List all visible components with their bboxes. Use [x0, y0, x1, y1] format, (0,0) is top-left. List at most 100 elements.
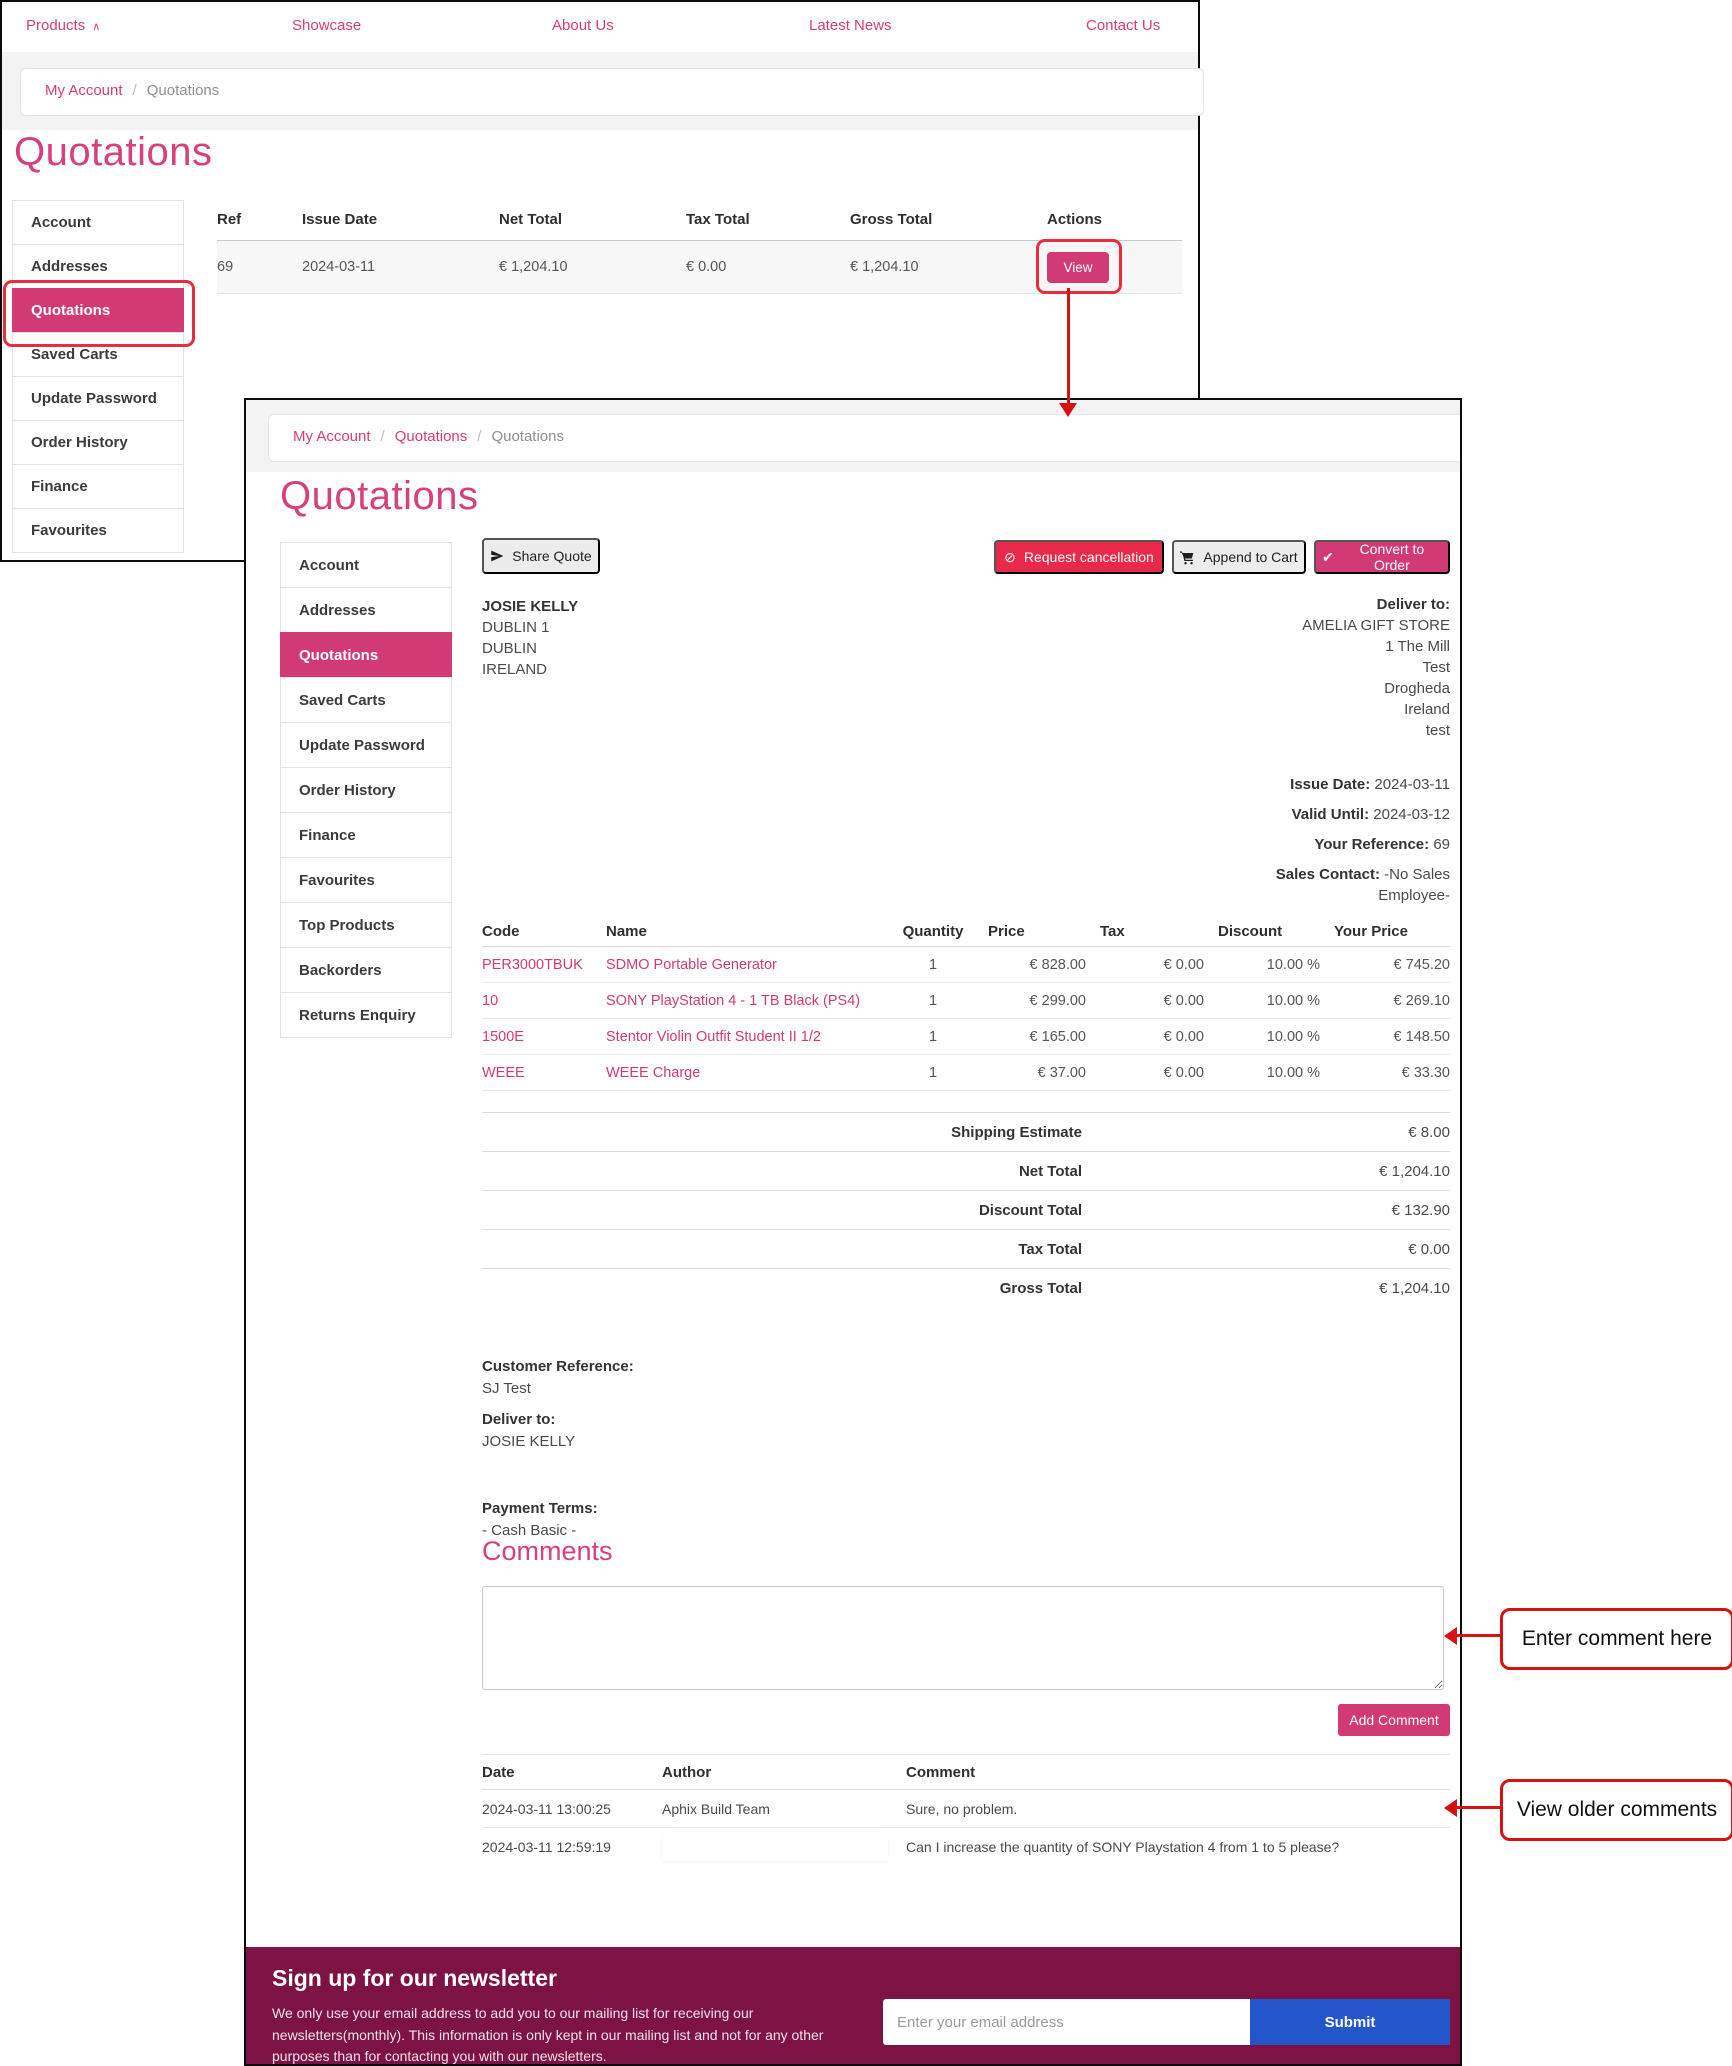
customer-address: JOSIE KELLY DUBLIN 1 DUBLIN IRELAND	[482, 598, 579, 678]
totals-table: Shipping Estimate € 8.00 Net Total € 1,204…	[482, 1112, 1450, 1307]
comment-input[interactable]	[482, 1586, 1444, 1690]
col-issue-date: Issue Date	[302, 210, 378, 228]
issue-date: Issue Date: 2024-03-11	[1290, 776, 1450, 793]
quotations-list-window: Products ∧ Showcase About Us Latest News …	[0, 0, 1204, 562]
col-discount: Discount	[1218, 922, 1283, 940]
total-row-shipping: Shipping Estimate € 8.00	[482, 1112, 1450, 1151]
sidebar-item-saved-carts[interactable]: Saved Carts	[280, 677, 452, 723]
sidebar-item-order-history[interactable]: Order History	[280, 767, 452, 813]
breadcrumb-my-account[interactable]: My Account	[293, 428, 371, 445]
annotation-arrowhead-down	[1059, 403, 1077, 417]
customer-reference-value: SJ Test	[482, 1380, 531, 1397]
breadcrumb-quotations[interactable]: Quotations	[394, 428, 468, 445]
annotation-arrowhead-left	[1444, 1627, 1457, 1645]
total-row-gross: Gross Total € 1,204.10	[482, 1268, 1450, 1307]
sidebar-item-update-password[interactable]: Update Password	[280, 722, 452, 768]
cell-tax-total: € 0.00	[686, 259, 727, 275]
sidebar-item-order-history[interactable]: Order History	[12, 420, 184, 465]
col-code: Code	[482, 922, 520, 940]
comment-row: 2024-03-11 12:59:19 Can I increase the q…	[482, 1828, 1450, 1865]
col-author: Author	[662, 1763, 712, 1781]
sidebar-item-top-products[interactable]: Top Products	[280, 902, 452, 948]
item-row: 1500E Stentor Violin Outfit Student II 1…	[482, 1019, 1450, 1055]
newsletter-submit-button[interactable]: Submit	[1250, 1999, 1450, 2045]
sidebar-item-quotations[interactable]: Quotations	[12, 288, 184, 333]
col-price: Price	[988, 922, 1025, 940]
view-button[interactable]: View	[1047, 251, 1109, 283]
total-row-tax: Tax Total € 0.00	[482, 1229, 1450, 1268]
nav-contact-us[interactable]: Contact Us	[1086, 17, 1161, 34]
annotation-view-older-comments: View older comments	[1500, 1779, 1732, 1841]
sidebar-item-addresses[interactable]: Addresses	[12, 244, 184, 289]
comment-row: 2024-03-11 13:00:25 Aphix Build Team Sur…	[482, 1790, 1450, 1828]
sidebar-item-saved-carts[interactable]: Saved Carts	[12, 332, 184, 377]
item-name-link[interactable]: SONY PlayStation 4 - 1 TB Black (PS4)	[606, 992, 861, 1009]
col-tax: Tax	[1100, 922, 1125, 940]
item-code-link[interactable]: WEEE	[482, 1064, 525, 1081]
sidebar-item-finance[interactable]: Finance	[12, 464, 184, 509]
sales-contact: Sales Contact: -No Sales Employee-	[1275, 866, 1450, 904]
col-gross-total: Gross Total	[850, 210, 933, 228]
item-name-link[interactable]: WEEE Charge	[606, 1064, 701, 1081]
breadcrumb-current: Quotations	[146, 82, 220, 99]
quotation-row: 69 2024-03-11 € 1,204.10 € 0.00 € 1,204.…	[217, 241, 1182, 294]
redacted-author	[662, 1832, 888, 1861]
customer-reference-label: Customer Reference:	[482, 1358, 634, 1375]
breadcrumb-current: Quotations	[491, 428, 564, 445]
item-name-link[interactable]: SDMO Portable Generator	[606, 956, 777, 973]
col-ref: Ref	[217, 210, 242, 228]
item-name-link[interactable]: Stentor Violin Outfit Student II 1/2	[606, 1028, 821, 1045]
sidebar-item-finance[interactable]: Finance	[280, 812, 452, 858]
breadcrumb-my-account[interactable]: My Account	[45, 82, 123, 99]
sidebar-item-addresses[interactable]: Addresses	[280, 587, 452, 633]
cell-issue-date: 2024-03-11	[302, 259, 376, 275]
page-title: Quotations	[14, 130, 213, 174]
nav-products[interactable]: Products ∧	[26, 17, 101, 34]
newsletter-email-input[interactable]	[883, 1999, 1250, 2045]
item-code-link[interactable]: 1500E	[482, 1028, 524, 1045]
send-icon	[490, 549, 504, 563]
quotations-table: Ref Issue Date Net Total Tax Total Gross…	[217, 198, 1182, 294]
sidebar-item-update-password[interactable]: Update Password	[12, 376, 184, 421]
sidebar-item-quotations[interactable]: Quotations	[280, 632, 452, 678]
add-comment-button[interactable]: Add Comment	[1338, 1704, 1450, 1736]
nav-about-us[interactable]: About Us	[552, 17, 614, 34]
items-table: Code Name Quantity Price Tax Discount Yo…	[482, 916, 1450, 1091]
quotation-detail-content: Share Quote ⊘ Request cancellation Appen…	[482, 400, 1450, 1947]
annotation-arrowhead-left	[1444, 1799, 1457, 1817]
payment-terms-label: Payment Terms:	[482, 1500, 598, 1517]
items-table-header: Code Name Quantity Price Tax Discount Yo…	[482, 916, 1450, 947]
quotation-meta: Issue Date: 2024-03-11 Valid Until: 2024…	[1215, 774, 1450, 915]
share-quote-button[interactable]: Share Quote	[482, 538, 600, 574]
breadcrumb: My Account / Quotations	[20, 68, 1204, 116]
col-tax-total: Tax Total	[686, 210, 750, 228]
account-sidebar: Account Addresses Quotations Saved Carts…	[280, 542, 452, 1038]
sidebar-item-returns-enquiry[interactable]: Returns Enquiry	[280, 992, 452, 1038]
col-name: Name	[606, 922, 647, 940]
your-reference: Your Reference: 69	[1314, 836, 1450, 853]
item-row: WEEE WEEE Charge 1 € 37.00 € 0.00 10.00 …	[482, 1055, 1450, 1091]
nav-latest-news[interactable]: Latest News	[809, 17, 892, 34]
total-row-discount: Discount Total € 132.90	[482, 1190, 1450, 1229]
sidebar-item-backorders[interactable]: Backorders	[280, 947, 452, 993]
cell-net-total: € 1,204.10	[499, 259, 568, 275]
sidebar-item-account[interactable]: Account	[280, 542, 452, 588]
item-code-link[interactable]: 10	[482, 992, 499, 1009]
sidebar-item-favourites[interactable]: Favourites	[12, 508, 184, 553]
main-nav: Products ∧ Showcase About Us Latest News …	[2, 2, 1198, 54]
convert-to-order-button[interactable]: ✔ Convert to Order	[1314, 540, 1450, 574]
check-icon: ✔	[1322, 548, 1334, 565]
col-quantity: Quantity	[902, 922, 964, 940]
append-to-cart-button[interactable]: Append to Cart	[1172, 540, 1306, 574]
page-title: Quotations	[280, 474, 479, 518]
sidebar-item-favourites[interactable]: Favourites	[280, 857, 452, 903]
payment-terms-value: - Cash Basic -	[482, 1522, 577, 1539]
deliver-to-label: Deliver to:	[482, 1411, 556, 1428]
nav-showcase[interactable]: Showcase	[292, 17, 362, 34]
deliver-to-value: JOSIE KELLY	[482, 1433, 576, 1450]
newsletter-text: We only use your email address to add yo…	[272, 2005, 824, 2064]
item-code-link[interactable]: PER3000TBUK	[482, 956, 583, 973]
request-cancellation-button[interactable]: ⊘ Request cancellation	[994, 540, 1164, 574]
sidebar-item-account[interactable]: Account	[12, 200, 184, 245]
